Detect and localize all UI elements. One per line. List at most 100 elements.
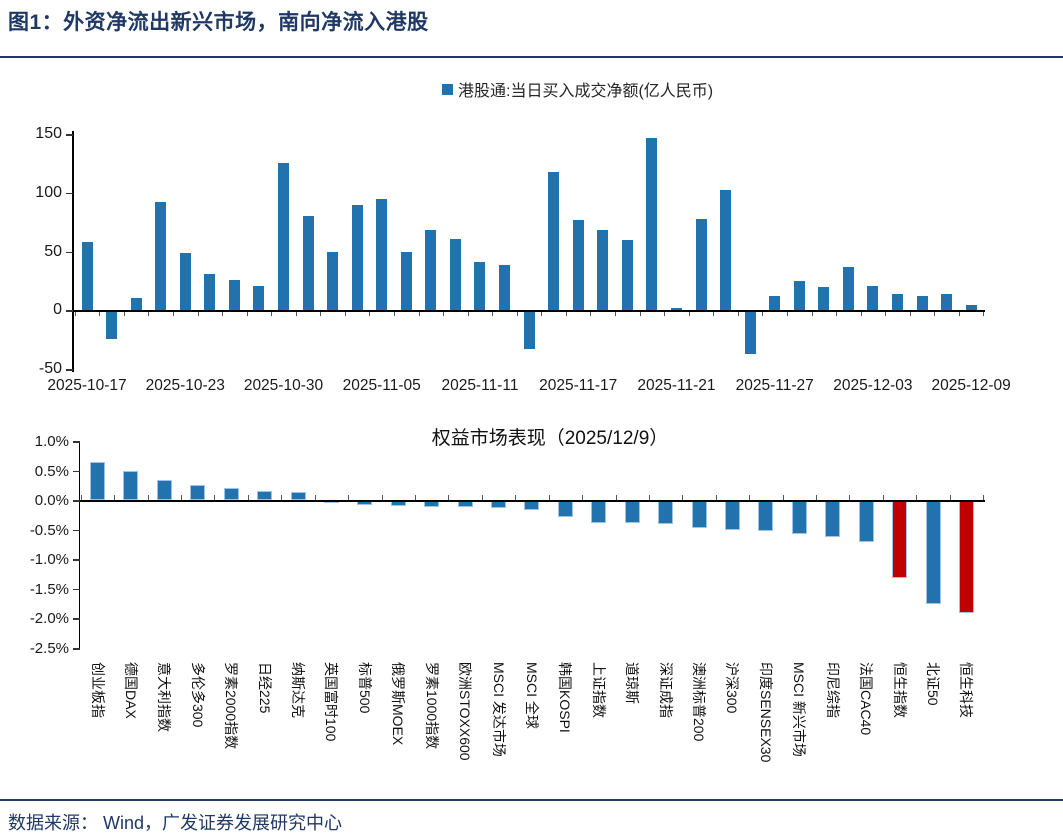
bar [130, 297, 142, 311]
category-label: 德国DAX [122, 662, 139, 719]
x-boundary-tick [74, 311, 76, 317]
bar [791, 500, 807, 534]
x-boundary-tick [860, 311, 862, 317]
data-source-text: 数据来源： Wind，广发证券发展研究中心 [8, 813, 343, 833]
x-boundary-tick [565, 311, 567, 317]
bar [621, 239, 633, 311]
y-axis-tick [66, 134, 73, 136]
bar [228, 279, 240, 311]
equity-performance-title: 权益市场表现（2025/12/9） [431, 428, 669, 449]
y-axis-tick [66, 369, 73, 371]
x-boundary-tick [320, 311, 322, 317]
y-axis-tick [66, 310, 73, 313]
x-boundary-tick [548, 495, 550, 501]
x-boundary-tick [737, 311, 739, 317]
x-boundary-tick [481, 495, 483, 501]
y-tick-label: 150 [35, 125, 62, 142]
x-tick-label: 2025-10-30 [243, 377, 324, 394]
x-boundary-tick [541, 311, 543, 317]
bar [572, 219, 584, 311]
category-label: MSCI 发达市场 [490, 662, 507, 757]
y-axis-tick [73, 559, 80, 561]
y-axis-line [78, 441, 81, 649]
y-axis-line [72, 131, 74, 372]
bar [867, 285, 879, 311]
bar [941, 294, 953, 311]
x-boundary-tick [516, 311, 518, 317]
x-boundary-tick [181, 495, 183, 501]
x-boundary-tick [715, 495, 717, 501]
y-tick-label: 50 [44, 242, 62, 260]
bar [376, 198, 388, 311]
category-label: 北证50 [925, 662, 941, 706]
bar [400, 251, 412, 311]
category-label: 英国富时100 [323, 662, 340, 742]
category-label: 恒生指数 [891, 662, 908, 718]
bar [123, 470, 139, 501]
bar [624, 500, 640, 524]
category-label: 纳斯达克 [290, 662, 307, 718]
x-tick-label: 2025-11-27 [735, 377, 814, 394]
x-boundary-tick [492, 311, 494, 317]
y-tick-label: 1.0% [34, 433, 69, 450]
bar [253, 285, 265, 311]
category-label: 欧洲STOXX600 [457, 662, 474, 761]
x-boundary-tick [615, 495, 617, 501]
bar [892, 500, 908, 578]
y-tick-label: -2.0% [29, 610, 69, 628]
x-boundary-tick [369, 311, 371, 317]
category-label: 标普500 [356, 662, 373, 714]
x-boundary-tick [344, 311, 346, 317]
x-boundary-tick [414, 495, 416, 501]
x-boundary-tick [148, 311, 150, 317]
category-label: 上证指数 [590, 662, 607, 718]
x-boundary-tick [849, 495, 851, 501]
category-label: 深证成指 [657, 662, 674, 718]
y-axis-tick [66, 192, 73, 195]
category-label: 日经225 [256, 662, 273, 714]
category-label: 法国CAC40 [858, 662, 875, 736]
bar [858, 500, 874, 542]
bar [499, 264, 511, 311]
y-axis-tick [73, 470, 80, 473]
bar [691, 500, 707, 528]
x-boundary-tick [515, 495, 517, 501]
x-boundary-tick [836, 311, 838, 317]
y-axis-tick [73, 648, 80, 650]
x-boundary-tick [247, 495, 249, 501]
bar [916, 296, 928, 311]
x-boundary-tick [246, 311, 248, 317]
bar [155, 202, 167, 311]
bar [597, 230, 609, 311]
x-boundary-tick [615, 311, 617, 317]
bar [793, 281, 805, 311]
bar [179, 252, 191, 311]
bar [670, 308, 682, 311]
bar [646, 137, 658, 311]
bar [156, 480, 172, 501]
category-label: 罗素1000指数 [423, 662, 440, 750]
x-boundary-tick [590, 311, 592, 317]
x-boundary-tick [114, 495, 116, 501]
bar [106, 310, 118, 339]
bar [190, 485, 206, 501]
y-tick-label: -1.0% [29, 551, 69, 569]
bar [204, 274, 216, 311]
bar [474, 262, 486, 311]
x-boundary-tick [949, 495, 951, 501]
x-boundary-tick [885, 311, 887, 317]
x-boundary-tick [281, 495, 283, 501]
x-boundary-tick [688, 311, 690, 317]
category-label: MSCI 全球 [523, 662, 540, 729]
x-boundary-tick [222, 311, 224, 317]
bar [523, 310, 535, 350]
y-tick-label: -50 [38, 360, 62, 378]
category-label: 沪深300 [724, 662, 741, 714]
y-tick-label: -2.5% [29, 640, 69, 657]
x-boundary-tick [916, 495, 918, 501]
x-boundary-tick [983, 495, 985, 501]
bar [557, 500, 573, 518]
bar [81, 242, 93, 311]
bar [891, 294, 903, 311]
